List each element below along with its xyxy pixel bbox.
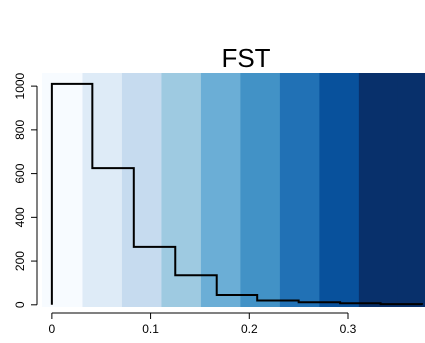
y-tick-label: 1000 <box>13 72 27 99</box>
background-band <box>358 73 398 307</box>
chart-title: FST <box>221 43 270 73</box>
background-band <box>397 73 425 307</box>
background-band <box>200 73 241 307</box>
y-tick-label: 800 <box>13 120 27 140</box>
background-band <box>121 73 162 307</box>
y-tick-label: 400 <box>13 207 27 227</box>
x-tick-label: 0.3 <box>340 322 357 336</box>
y-tick-label: 600 <box>13 163 27 183</box>
histogram-outline <box>50 82 424 306</box>
background-band <box>319 73 360 307</box>
background-band <box>161 73 202 307</box>
x-tick-label: 0 <box>49 322 56 336</box>
axes: 0 0.1 0.2 0.3 0 200 400 600 800 1000 <box>13 72 357 336</box>
y-tick-label: 0 <box>13 301 27 308</box>
background-band <box>279 73 320 307</box>
background-band <box>42 73 83 307</box>
background-bands <box>42 73 425 307</box>
y-tick-label: 200 <box>13 251 27 271</box>
background-band <box>240 73 281 307</box>
background-band <box>82 73 123 307</box>
x-tick-label: 0.1 <box>142 322 159 336</box>
x-tick-label: 0.2 <box>241 322 258 336</box>
